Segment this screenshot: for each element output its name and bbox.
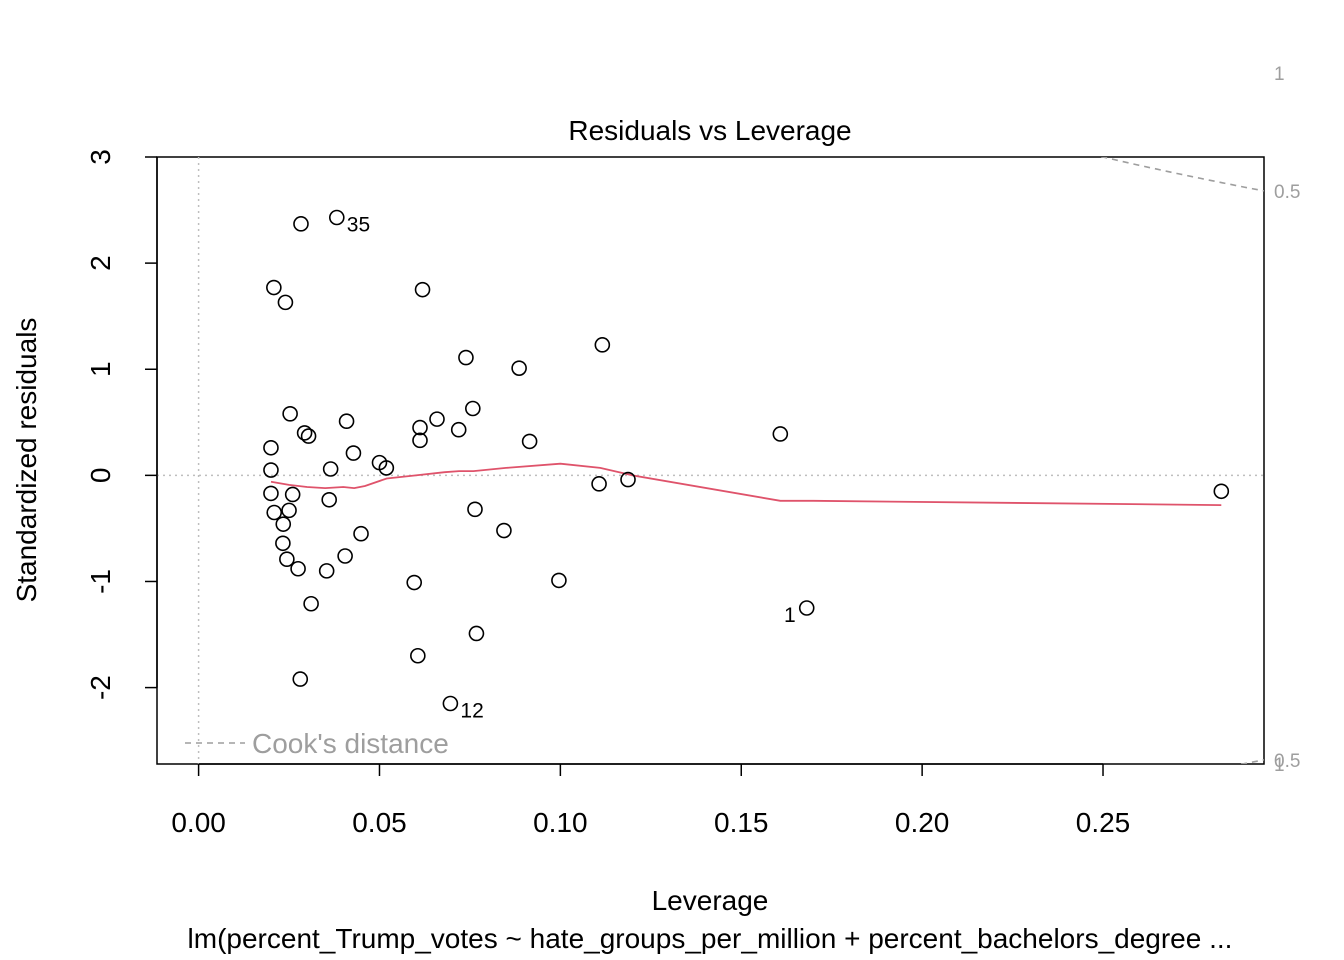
cooks-contour-label: 0.5: [1274, 751, 1300, 772]
cooks-distance-contour-1-upper: [202, 0, 1264, 73]
data-point: [450, 421, 467, 438]
data-point: [275, 535, 291, 552]
y-tick-label: -1: [85, 569, 116, 594]
data-point: [406, 574, 423, 591]
y-tick-label: 3: [85, 149, 116, 165]
data-point: [772, 426, 789, 442]
point-label: 35: [347, 213, 370, 236]
data-point: [594, 337, 611, 353]
data-point: [281, 502, 297, 519]
data-point: [266, 279, 282, 296]
x-tick-label: 0.10: [533, 807, 588, 838]
data-point: [282, 406, 298, 422]
data-point: [328, 209, 345, 226]
point-label: 12: [460, 700, 483, 723]
data-point: [467, 501, 483, 518]
data-point: [300, 428, 317, 444]
data-point: [620, 471, 636, 488]
data-point: [338, 413, 355, 430]
data-point: [511, 360, 527, 376]
data-point: [410, 647, 426, 664]
data-point: [263, 462, 279, 478]
data-point: [521, 433, 538, 450]
cooks-distance-contour-0.5-upper: [1099, 157, 1264, 192]
data-point: [1213, 483, 1230, 500]
data-point: [277, 294, 294, 311]
data-point: [591, 476, 607, 492]
data-point: [353, 525, 369, 542]
data-point: [496, 522, 512, 539]
data-point: [442, 695, 459, 712]
data-point: [345, 445, 362, 461]
data-point: [318, 563, 335, 579]
data-point: [293, 216, 309, 232]
data-point: [279, 551, 295, 567]
data-point: [321, 491, 338, 508]
y-tick-label: -2: [85, 675, 116, 700]
y-tick-label: 2: [85, 255, 116, 271]
plot-frame: [156, 156, 1265, 765]
y-tick-label: 1: [85, 361, 116, 377]
data-point: [468, 625, 485, 642]
x-axis-label: Leverage: [652, 885, 769, 916]
cooks-contour-label: 0.5: [1274, 182, 1300, 203]
data-point: [303, 595, 319, 612]
data-point: [266, 504, 283, 521]
legend-label: Cook's distance: [252, 728, 449, 759]
data-point: [412, 432, 428, 449]
data-point: [263, 485, 279, 502]
data-point: [412, 419, 428, 436]
data-point: [429, 411, 445, 427]
y-tick-label: 0: [85, 468, 116, 484]
data-point: [284, 486, 301, 503]
data-point: [414, 281, 431, 298]
data-point: [798, 600, 815, 616]
data-point: [322, 461, 339, 477]
data-point: [458, 349, 474, 366]
x-tick-label: 0.20: [895, 807, 950, 838]
point-label: 1: [784, 604, 796, 627]
data-point: [275, 516, 292, 532]
chart-title: Residuals vs Leverage: [568, 115, 851, 146]
smoother-line: [270, 462, 1222, 506]
data-point: [337, 548, 353, 564]
x-tick-label: 0.00: [171, 807, 226, 838]
model-formula-subtitle: lm(percent_Trump_votes ~ hate_groups_per…: [188, 923, 1233, 954]
data-point: [290, 560, 306, 577]
data-point: [465, 400, 481, 417]
y-axis-label: Standardized residuals: [11, 318, 42, 603]
data-point: [378, 460, 395, 476]
cooks-contour-label: 1: [1274, 755, 1285, 776]
data-point: [551, 572, 567, 589]
data-point: [296, 425, 313, 441]
x-tick-label: 0.05: [352, 807, 407, 838]
cooks-contour-label: 1: [1274, 64, 1285, 85]
x-tick-label: 0.25: [1076, 807, 1131, 838]
data-point: [292, 671, 309, 687]
x-tick-label: 0.15: [714, 807, 769, 838]
data-point: [263, 439, 279, 456]
